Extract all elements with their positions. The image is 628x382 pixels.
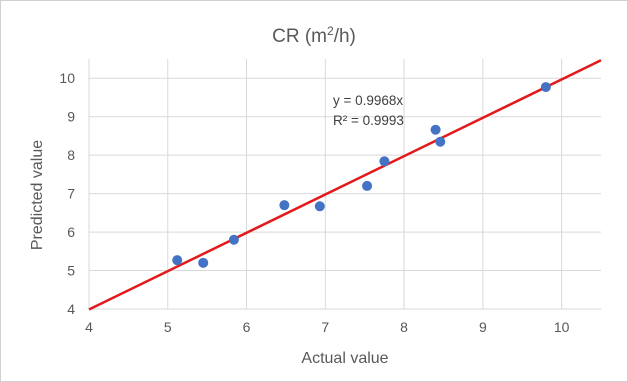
y-tick-label: 4 [67, 301, 75, 317]
y-axis-title: Predicted value [29, 140, 46, 250]
data-point-1 [198, 257, 209, 268]
data-point-0 [172, 255, 183, 266]
x-axis-title: Actual value [301, 350, 388, 367]
x-tick-label: 8 [400, 319, 408, 335]
x-tick-label: 10 [554, 319, 570, 335]
x-tick-label: 5 [164, 319, 172, 335]
gridlines [88, 59, 601, 310]
x-tick-label: 7 [321, 319, 329, 335]
data-point-9 [540, 82, 551, 93]
data-points [172, 82, 551, 268]
y-tick-label: 9 [67, 109, 75, 125]
trendline-equation: y = 0.9968x [333, 93, 403, 108]
data-point-3 [279, 200, 290, 211]
y-tick-label: 6 [67, 224, 75, 240]
y-tick-label: 8 [67, 147, 75, 163]
y-tick-label: 7 [67, 186, 75, 202]
x-tick-label: 6 [243, 319, 251, 335]
x-tick-labels: 4 5 6 7 8 9 10 [85, 319, 570, 335]
y-tick-label: 10 [59, 70, 75, 86]
data-point-8 [435, 136, 446, 147]
y-tick-labels: 4 5 6 7 8 9 10 [59, 70, 75, 317]
trendline [88, 59, 602, 311]
data-point-7 [430, 124, 441, 135]
x-tick-label: 4 [85, 319, 93, 335]
y-tick-label: 5 [67, 263, 75, 279]
chart-title: CR (m2/h) [272, 24, 356, 47]
trendline-group [88, 59, 602, 311]
x-tick-label: 9 [479, 319, 487, 335]
data-point-5 [362, 180, 373, 191]
data-point-6 [379, 156, 390, 167]
data-point-4 [314, 201, 325, 212]
data-point-2 [228, 234, 239, 245]
r-squared-label: R² = 0.9993 [333, 113, 404, 128]
